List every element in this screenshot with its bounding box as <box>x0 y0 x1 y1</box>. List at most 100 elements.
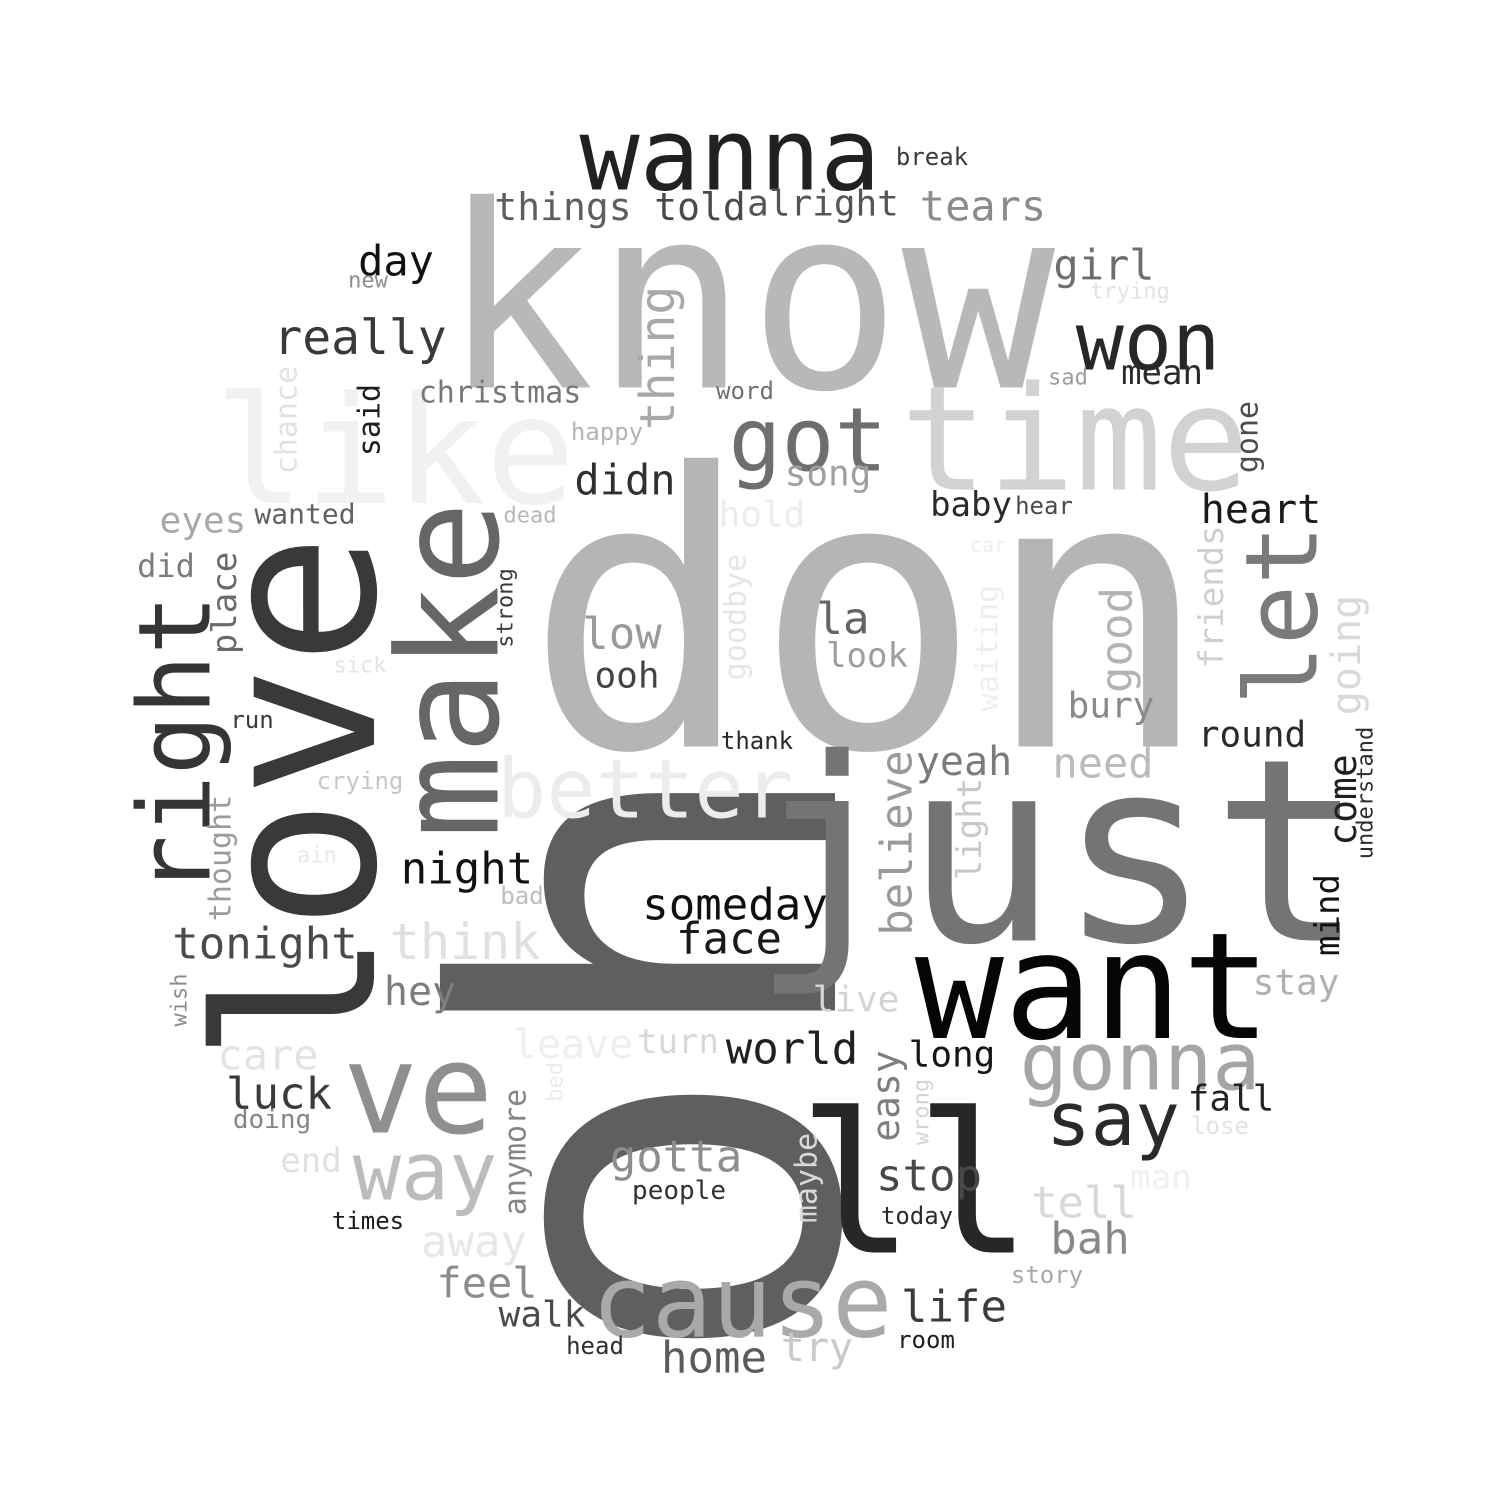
word-wish: wish <box>168 974 193 1027</box>
word-think: think <box>390 913 541 971</box>
word-word: word <box>716 377 774 405</box>
word-break: break <box>896 143 969 171</box>
word-stop: stop <box>876 1151 982 1202</box>
word-maybe: maybe <box>790 1133 825 1223</box>
word-live: live <box>813 980 900 1021</box>
word-love: love <box>170 533 426 1063</box>
word-just: just <box>751 705 1365 1002</box>
word-waiting: waiting <box>971 585 1006 711</box>
word-come: come <box>1321 754 1365 846</box>
word-ve: ve <box>343 1018 494 1163</box>
word-run: run <box>230 706 273 734</box>
word-turn: turn <box>637 1022 719 1062</box>
word-low: low <box>582 609 662 660</box>
word-wanted: wanted <box>254 498 355 531</box>
word-ooh: ooh <box>594 656 659 697</box>
word-need: need <box>1052 739 1153 788</box>
word-day: day <box>358 237 434 286</box>
word-story: story <box>1011 1261 1083 1289</box>
word-sad: sad <box>1048 366 1088 391</box>
word-walk: walk <box>499 1295 586 1336</box>
word-thank: thank <box>721 727 794 755</box>
word-let: let <box>1224 525 1341 706</box>
word-make: make <box>369 501 532 838</box>
word-doing: doing <box>233 1105 311 1135</box>
word-face: face <box>676 914 782 965</box>
word-said: said <box>353 384 388 456</box>
word-away: away <box>421 1217 527 1268</box>
word-like: like <box>214 365 575 539</box>
word-chance: chance <box>270 366 305 474</box>
word-mind: mind <box>1308 874 1348 956</box>
word-wrong: wrong <box>910 1079 935 1145</box>
word-cause: cause <box>591 1244 892 1361</box>
word-thing: thing <box>630 286 686 431</box>
word-life: life <box>901 1282 1007 1333</box>
word-won: won <box>1076 296 1221 389</box>
word-man: man <box>1130 1158 1191 1198</box>
word-eyes: eyes <box>160 501 247 542</box>
word-tonight: tonight <box>172 919 357 970</box>
word-hey: hey <box>384 969 456 1015</box>
word-long: long <box>909 1035 996 1076</box>
word-good: good <box>1092 587 1143 693</box>
word-baby: baby <box>930 485 1012 525</box>
word-alright: alright <box>747 184 899 225</box>
word-fall: fall <box>1188 1079 1275 1120</box>
word-tell: tell <box>1031 1178 1137 1229</box>
word-didn: didn <box>574 456 675 505</box>
word-stay: stay <box>1253 963 1340 1004</box>
word-believe: believe <box>872 750 923 935</box>
word-bad: bad <box>500 882 543 910</box>
word-told: told <box>654 185 746 229</box>
word-bed: bed <box>544 1062 569 1102</box>
word-understand: understand <box>1354 727 1379 859</box>
word-heart: heart <box>1201 487 1321 533</box>
word-christmas: christmas <box>419 376 582 411</box>
word-want: want <box>915 901 1271 1073</box>
word-car: car <box>970 533 1006 557</box>
word-anymore: anymore <box>499 1089 534 1215</box>
word-know: know <box>441 152 1056 449</box>
word-people: people <box>632 1176 726 1206</box>
word-got: got <box>729 389 888 492</box>
word-going: going <box>1324 595 1370 715</box>
word-trying: trying <box>1090 280 1169 305</box>
word-tears: tears <box>920 182 1046 231</box>
word-today: today <box>881 1202 953 1230</box>
word-someday: someday <box>642 880 827 931</box>
word-don: don <box>525 394 1211 837</box>
word-song: song <box>785 454 872 495</box>
word-hear: hear <box>1015 492 1073 520</box>
word-happy: happy <box>571 418 643 446</box>
word-goodbye: goodbye <box>719 554 754 680</box>
word-ain: ain <box>297 844 337 869</box>
word-round: round <box>1198 715 1306 756</box>
word-thought: thought <box>204 795 239 921</box>
word-try: try <box>781 1325 853 1371</box>
word-head: head <box>566 1332 624 1360</box>
word-bury: bury <box>1068 686 1155 727</box>
word-look: look <box>826 636 908 676</box>
word-luck: luck <box>226 1069 332 1120</box>
word-home: home <box>661 1333 767 1384</box>
word-strong: strong <box>494 568 519 647</box>
word-gonna: gonna <box>1020 1016 1261 1109</box>
word-crying: crying <box>317 767 404 795</box>
word-things: things <box>494 185 631 229</box>
word-hold: hold <box>719 495 806 536</box>
word-wanna: wanna <box>579 97 880 214</box>
word-yeah: yeah <box>916 739 1012 785</box>
word-really: really <box>273 310 446 366</box>
word-ll: ll <box>798 1072 1033 1299</box>
word-care: care <box>217 1031 318 1080</box>
word-night: night <box>401 844 533 895</box>
word-sick: sick <box>334 654 387 679</box>
word-times: times <box>332 1207 404 1235</box>
word-lose: lose <box>1191 1112 1249 1140</box>
word-light: light <box>950 778 990 880</box>
word-la: la <box>817 594 870 645</box>
word-bah: bah <box>1050 1214 1129 1265</box>
word-easy: easy <box>864 1050 908 1142</box>
